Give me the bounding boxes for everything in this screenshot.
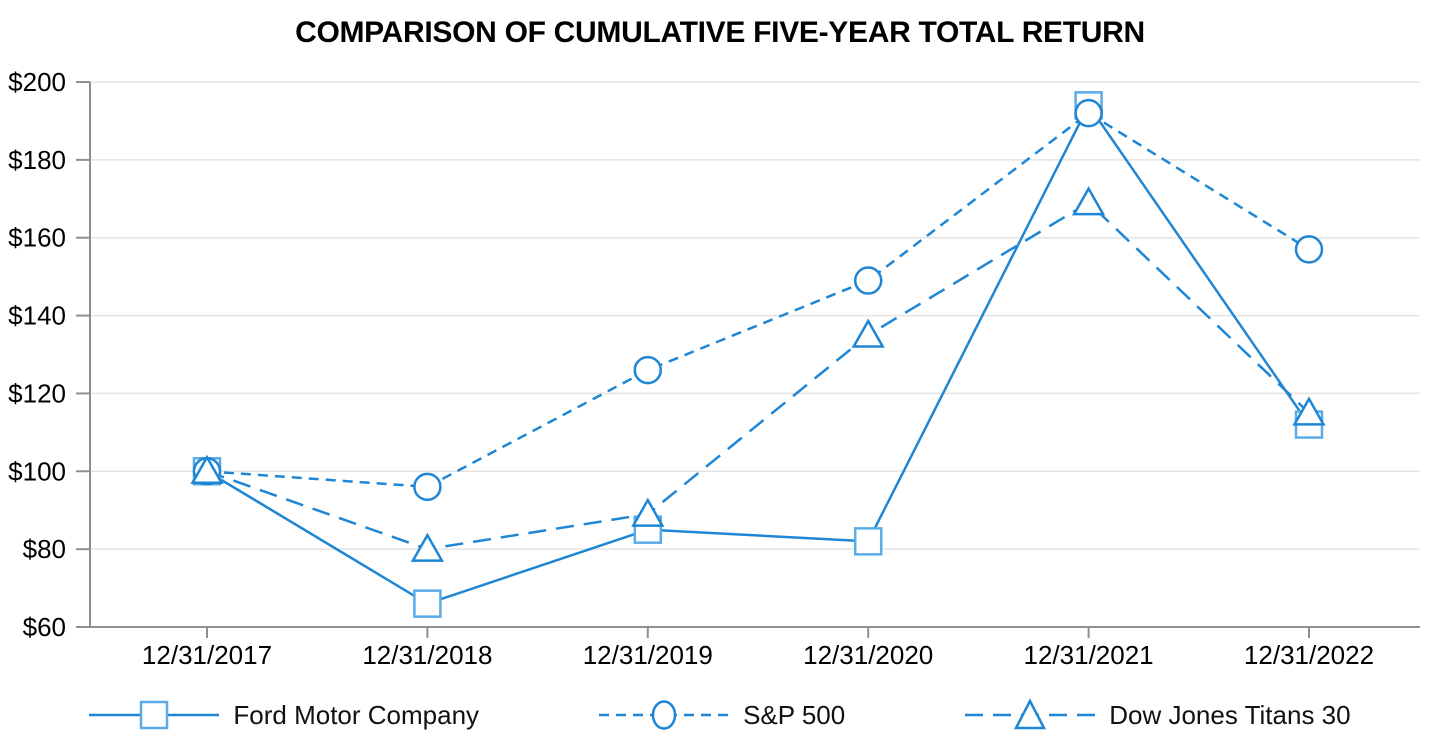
data-marker-square [413, 589, 442, 618]
data-marker-triangle [410, 532, 445, 562]
legend-item-ford: Ford Motor Company [89, 698, 479, 732]
legend-item-dowjones: Dow Jones Titans 30 [965, 698, 1351, 732]
sp500-legend-marker-icon [599, 700, 730, 730]
x-tick-label: 12/31/2021 [1024, 640, 1154, 670]
data-marker-triangle [190, 454, 224, 485]
data-marker-square [853, 527, 883, 556]
data-marker-triangle [631, 497, 665, 527]
y-tick-label: $80 [23, 534, 66, 564]
y-tick-label: $140 [8, 301, 66, 331]
y-tick-label: $120 [8, 378, 66, 408]
data-marker-circle [853, 266, 883, 295]
data-marker-circle [1294, 235, 1324, 264]
circle-series-line [206, 111, 1310, 489]
legend-item-sp500: S&P 500 [599, 698, 845, 732]
data-marker-circle [1074, 98, 1103, 128]
data-marker-triangle [1071, 186, 1106, 216]
y-tick-label: $180 [8, 145, 66, 175]
square-series-line [206, 102, 1311, 606]
data-marker-circle [633, 355, 663, 385]
legend-label-dowjones: Dow Jones Titans 30 [1109, 699, 1351, 730]
y-tick-label: $60 [23, 612, 66, 642]
dowjones-legend-marker-icon [965, 698, 1096, 730]
triangle-series-line [206, 201, 1310, 551]
x-tick-label: 12/31/2022 [1244, 640, 1374, 670]
x-tick-label: 12/31/2018 [362, 640, 492, 670]
legend-label-sp500: S&P 500 [743, 699, 846, 730]
ford-legend-marker-icon [89, 700, 220, 730]
x-tick-label: 12/31/2017 [142, 640, 272, 670]
x-tick-label: 12/31/2020 [803, 640, 933, 670]
y-tick-label: $200 [8, 67, 66, 97]
x-tick-label: 12/31/2019 [583, 640, 713, 670]
chart-title: COMPARISON OF CUMULATIVE FIVE-YEAR TOTAL… [295, 16, 1145, 49]
data-marker-circle [413, 472, 442, 502]
data-marker-triangle [1292, 396, 1326, 426]
chart-legend: Ford Motor Company S&P 500 Dow Jones Tit… [0, 698, 1440, 732]
data-marker-triangle [851, 318, 885, 348]
legend-label-ford: Ford Motor Company [233, 699, 480, 730]
y-tick-label: $160 [8, 223, 66, 253]
y-tick-label: $100 [8, 456, 66, 486]
